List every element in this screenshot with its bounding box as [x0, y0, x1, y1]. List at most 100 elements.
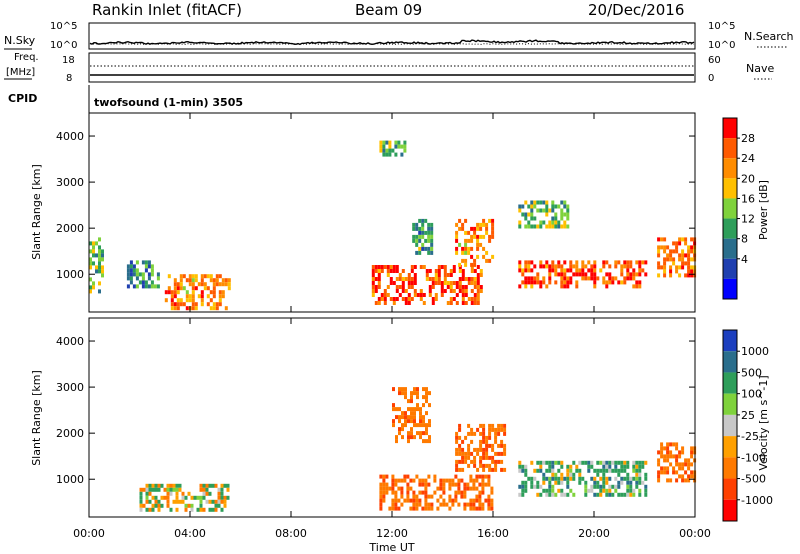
vel-cell [454, 490, 458, 495]
power-cell [132, 272, 136, 277]
power-cell [389, 297, 393, 301]
vel-cell [666, 446, 670, 451]
vel-cell [524, 468, 528, 473]
vel-cell [220, 499, 224, 504]
vel-cell [678, 474, 682, 479]
vel-cell [211, 483, 215, 488]
power-cell [560, 216, 564, 221]
vel-cell [551, 476, 555, 481]
vel-cell [521, 468, 525, 473]
vel-cell [398, 427, 401, 432]
vel-cell [500, 451, 504, 456]
vel-cell [605, 460, 609, 465]
vel-cell [166, 503, 170, 508]
power-cell [491, 230, 495, 235]
colorbar-swatch [723, 138, 737, 159]
power-cell [623, 276, 627, 281]
power-cell [421, 226, 425, 231]
power-cell [687, 245, 691, 250]
vel-cell [409, 486, 413, 491]
power-cell [89, 241, 92, 246]
vel-cell [491, 423, 495, 428]
power-cell [491, 254, 495, 259]
vel-cell [382, 478, 386, 483]
power-cell [672, 241, 676, 246]
power-cell [455, 301, 459, 305]
power-cell [374, 285, 378, 289]
power-cell [485, 230, 489, 235]
vel-cell [413, 419, 416, 424]
power-cell [89, 277, 92, 282]
x-tick-labels: 00:00 04:00 08:00 12:00 16:00 20:00 00:00 [73, 527, 711, 540]
power-cell [413, 273, 417, 277]
vel-cell [478, 494, 482, 499]
vel-cell [681, 466, 685, 471]
vel-cell [436, 498, 440, 503]
vel-cell [448, 482, 452, 487]
power-cell [554, 212, 558, 217]
power-cell [635, 284, 639, 289]
vel-cell [458, 447, 462, 452]
power-cell [533, 204, 537, 209]
power-cell [422, 301, 426, 305]
vel-cell [458, 459, 462, 464]
vel-cell [193, 495, 197, 500]
vel-cell [660, 446, 664, 451]
power-cell [179, 282, 183, 287]
power-cell [593, 272, 597, 277]
power-cell [575, 272, 579, 277]
vel-cell [497, 427, 501, 432]
vel-cell [407, 419, 410, 424]
power-cell [530, 268, 534, 273]
vel-cell [458, 435, 462, 440]
power-cell [443, 281, 447, 285]
power-cell [413, 265, 417, 269]
power-cell [200, 302, 204, 307]
vel-cell [442, 478, 446, 483]
vel-cell [379, 498, 383, 503]
vel-cell [487, 482, 491, 487]
power-cell [563, 224, 567, 229]
power-cell [92, 249, 95, 254]
vel-cell [548, 492, 552, 497]
vel-cell [581, 476, 585, 481]
vel-cell [548, 480, 552, 485]
power-cell [455, 234, 459, 239]
vel-cell [419, 419, 422, 424]
power-cell [635, 272, 639, 277]
power-cell [434, 281, 438, 285]
power-cell [608, 272, 612, 277]
vel-cell [551, 468, 555, 473]
power-cell [431, 297, 435, 301]
vel-cell [620, 476, 624, 481]
power-cell [461, 250, 465, 255]
vel-cell [406, 486, 410, 491]
power-cell [395, 289, 399, 293]
power-cell [101, 273, 104, 278]
vel-cell [644, 484, 648, 489]
power-cell [135, 284, 139, 289]
vel-cell [578, 472, 582, 477]
vel-cell [151, 507, 155, 512]
vel-cell [382, 490, 386, 495]
vel-cell [599, 492, 603, 497]
vel-cell [397, 506, 401, 511]
vel-cell [608, 476, 612, 481]
power-cell [98, 245, 101, 250]
power-cell [458, 262, 462, 267]
power-cell [608, 280, 612, 285]
vel-cell [593, 480, 597, 485]
vel-cell [220, 495, 224, 500]
power-cell [470, 281, 474, 285]
vel-cell [410, 427, 413, 432]
power-cell [575, 268, 579, 273]
vel-cell [599, 460, 603, 465]
power-cell [218, 282, 222, 287]
power-cell [554, 264, 558, 269]
power-cell [98, 265, 101, 270]
vel-cell [463, 490, 467, 495]
power-cell [470, 254, 474, 259]
vel-cell [626, 480, 630, 485]
power-cell [551, 220, 555, 225]
power-cell [687, 249, 691, 254]
